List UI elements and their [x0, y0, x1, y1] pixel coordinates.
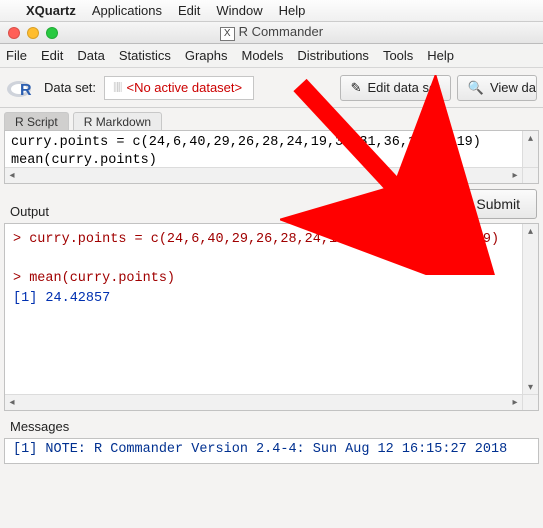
menu-help[interactable]: Help — [427, 48, 454, 63]
scroll-up-icon[interactable]: ▴ — [524, 224, 538, 238]
output-horizontal-scrollbar[interactable]: ◂ ▸ — [5, 394, 522, 410]
view-dataset-label: View da — [490, 80, 536, 95]
scroll-right-icon[interactable]: ▸ — [508, 396, 522, 410]
edit-dataset-button[interactable]: ✎ Edit data set — [340, 75, 451, 101]
output-label: Output — [0, 184, 49, 223]
svg-text:R: R — [20, 82, 32, 99]
r-logo-icon: R — [6, 76, 36, 100]
menu-graphs[interactable]: Graphs — [185, 48, 228, 63]
messages-pane[interactable]: [1] NOTE: R Commander Version 2.4-4: Sun… — [4, 438, 539, 464]
window-titlebar: XR Commander — [0, 22, 543, 44]
macos-menu-help[interactable]: Help — [279, 3, 306, 18]
edit-dataset-label: Edit data set — [368, 80, 440, 95]
output-pane[interactable]: > curry.points = c(24,6,40,29,26,28,24,1… — [4, 223, 539, 411]
script-editor[interactable]: curry.points = c(24,6,40,29,26,28,24,19,… — [4, 130, 539, 184]
grip-icon: ⦀⦀ — [113, 80, 120, 96]
messages-content: [1] NOTE: R Commander Version 2.4-4: Sun… — [5, 439, 538, 460]
tab-r-script[interactable]: R Script — [4, 112, 69, 130]
output-vertical-scrollbar[interactable]: ▴ ▾ — [522, 224, 538, 394]
menu-edit[interactable]: Edit — [41, 48, 63, 63]
submit-button[interactable]: Submit — [433, 189, 537, 219]
menu-models[interactable]: Models — [241, 48, 283, 63]
macos-active-app[interactable]: XQuartz — [26, 3, 76, 18]
submit-label: Submit — [476, 196, 520, 212]
dataset-label: Data set: — [44, 80, 96, 95]
scroll-left-icon[interactable]: ◂ — [5, 396, 19, 410]
output-content: > curry.points = c(24,6,40,29,26,28,24,1… — [5, 224, 538, 314]
magnifier-icon: 🔍 — [468, 80, 484, 96]
scroll-right-icon[interactable]: ▸ — [508, 169, 522, 183]
window-title: XR Commander — [0, 24, 543, 41]
pencil-icon: ✎ — [351, 80, 362, 96]
script-horizontal-scrollbar[interactable]: ◂ ▸ — [5, 167, 522, 183]
active-dataset-selector[interactable]: ⦀⦀ <No active dataset> — [104, 76, 254, 100]
menu-tools[interactable]: Tools — [383, 48, 413, 63]
menu-data[interactable]: Data — [77, 48, 104, 63]
macos-menubar: XQuartz Applications Edit Window Help — [0, 0, 543, 22]
scroll-left-icon[interactable]: ◂ — [5, 169, 19, 183]
x11-icon: X — [220, 27, 235, 41]
submit-run-icon — [450, 195, 468, 213]
resize-corner — [522, 394, 538, 410]
active-dataset-value: <No active dataset> — [126, 80, 242, 95]
view-dataset-button[interactable]: 🔍 View da — [457, 75, 537, 101]
messages-label: Messages — [0, 411, 543, 438]
menu-statistics[interactable]: Statistics — [119, 48, 171, 63]
tab-r-markdown[interactable]: R Markdown — [73, 112, 162, 130]
macos-menu-edit[interactable]: Edit — [178, 3, 200, 18]
macos-menu-applications[interactable]: Applications — [92, 3, 162, 18]
scroll-up-icon[interactable]: ▴ — [524, 131, 538, 145]
resize-corner — [522, 167, 538, 183]
menu-file[interactable]: File — [6, 48, 27, 63]
menu-distributions[interactable]: Distributions — [297, 48, 369, 63]
toolbar: R Data set: ⦀⦀ <No active dataset> ✎ Edi… — [0, 68, 543, 108]
scroll-down-icon[interactable]: ▾ — [524, 380, 538, 394]
macos-menu-window[interactable]: Window — [216, 3, 262, 18]
script-tabs: R Script R Markdown — [0, 108, 543, 130]
rcommander-menubar: File Edit Data Statistics Graphs Models … — [0, 44, 543, 68]
script-vertical-scrollbar[interactable]: ▴ — [522, 131, 538, 167]
